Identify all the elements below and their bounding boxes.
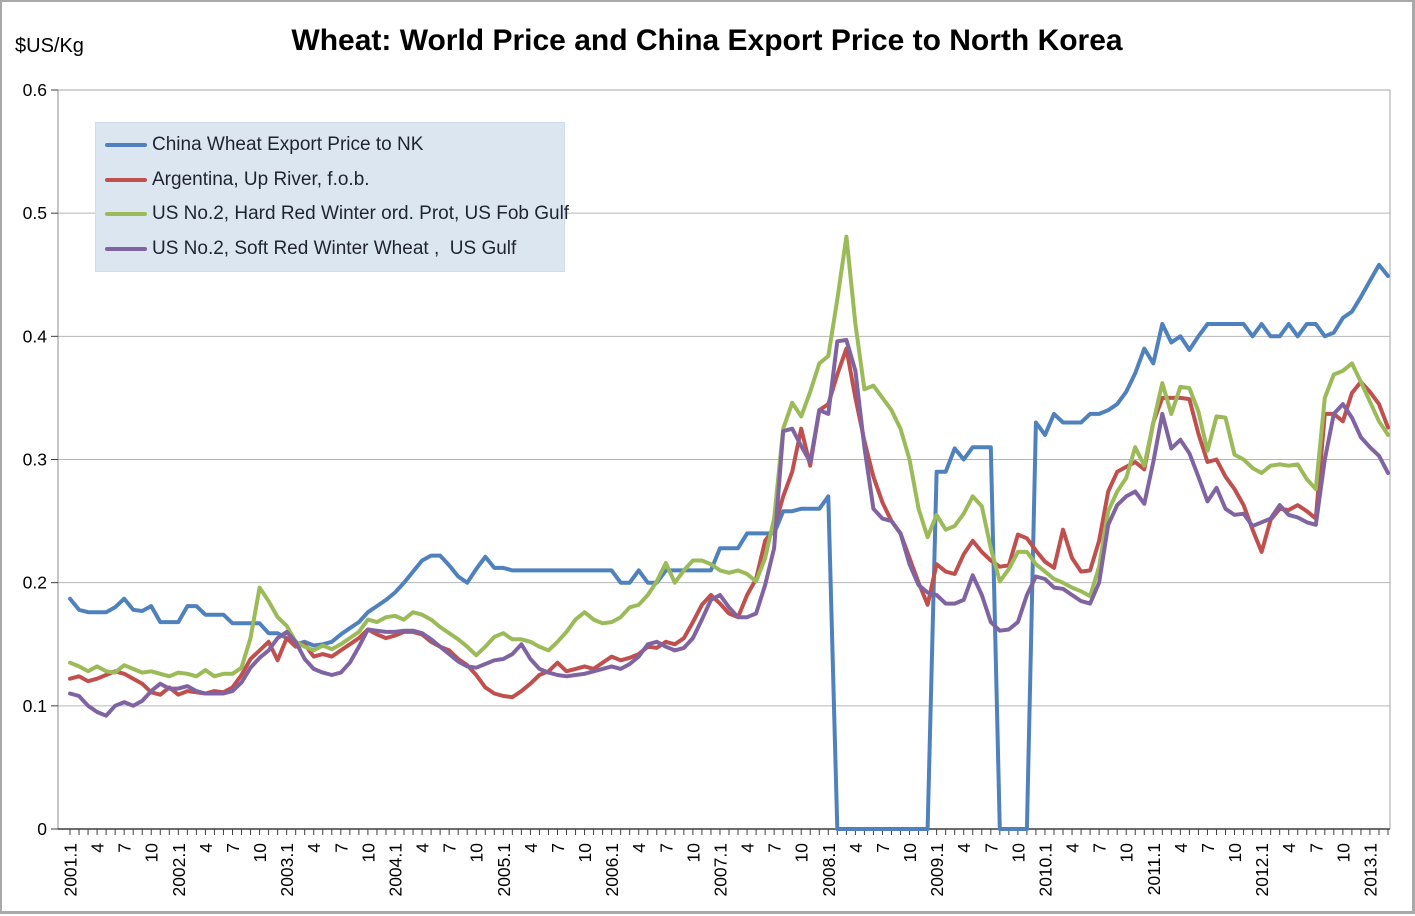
svg-text:10: 10 xyxy=(900,843,920,863)
svg-text:7: 7 xyxy=(440,843,460,853)
svg-text:7: 7 xyxy=(981,843,1001,853)
svg-text:4: 4 xyxy=(413,843,433,853)
svg-text:2008.1: 2008.1 xyxy=(819,843,839,897)
svg-text:10: 10 xyxy=(1333,843,1353,863)
svg-text:0.6: 0.6 xyxy=(23,80,47,100)
svg-text:7: 7 xyxy=(873,843,893,853)
svg-text:4: 4 xyxy=(304,843,324,853)
legend: China Wheat Export Price to NK Argentina… xyxy=(95,122,569,272)
svg-text:10: 10 xyxy=(683,843,703,863)
svg-text:10: 10 xyxy=(792,843,812,863)
svg-text:10: 10 xyxy=(142,843,162,863)
svg-text:7: 7 xyxy=(223,843,243,853)
svg-text:10: 10 xyxy=(1225,843,1245,863)
svg-text:2013.1: 2013.1 xyxy=(1360,843,1380,897)
chart-title: Wheat: World Price and China Export Pric… xyxy=(291,24,1123,57)
svg-text:2002.1: 2002.1 xyxy=(169,843,189,897)
svg-text:4: 4 xyxy=(738,843,758,853)
svg-text:10: 10 xyxy=(1008,843,1028,863)
series-line-swatch-icon xyxy=(105,177,147,182)
svg-text:7: 7 xyxy=(331,843,351,853)
svg-text:4: 4 xyxy=(954,843,974,853)
svg-text:7: 7 xyxy=(1198,843,1218,853)
svg-text:4: 4 xyxy=(1279,843,1299,853)
svg-text:10: 10 xyxy=(358,843,378,863)
series-line-swatch-icon xyxy=(105,143,147,148)
legend-item-hrw: US No.2, Hard Red Winter ord. Prot, US F… xyxy=(105,203,569,225)
legend-label: US No.2, Hard Red Winter ord. Prot, US F… xyxy=(152,203,570,225)
svg-text:2010.1: 2010.1 xyxy=(1035,843,1055,897)
svg-text:7: 7 xyxy=(765,843,785,853)
y-axis-unit-label: $US/Kg xyxy=(15,35,84,57)
svg-text:4: 4 xyxy=(629,843,649,853)
svg-text:7: 7 xyxy=(656,843,676,853)
svg-text:4: 4 xyxy=(1063,843,1083,853)
svg-text:7: 7 xyxy=(548,843,568,853)
series-line-swatch-icon xyxy=(105,246,147,251)
svg-text:10: 10 xyxy=(1117,843,1137,863)
svg-text:4: 4 xyxy=(521,843,541,853)
legend-label: US No.2, Soft Red Winter Wheat , US Gulf xyxy=(152,237,517,259)
svg-text:2004.1: 2004.1 xyxy=(385,843,405,897)
svg-text:10: 10 xyxy=(467,843,487,863)
svg-text:0: 0 xyxy=(37,819,47,839)
svg-text:4: 4 xyxy=(88,843,108,853)
svg-text:2005.1: 2005.1 xyxy=(494,843,514,897)
svg-text:2001.1: 2001.1 xyxy=(61,843,81,897)
svg-text:4: 4 xyxy=(196,843,216,853)
svg-text:4: 4 xyxy=(846,843,866,853)
legend-label: Argentina, Up River, f.o.b. xyxy=(152,168,370,190)
svg-text:10: 10 xyxy=(575,843,595,863)
svg-text:2012.1: 2012.1 xyxy=(1252,843,1272,897)
svg-text:2007.1: 2007.1 xyxy=(710,843,730,897)
legend-item-china: China Wheat Export Price to NK xyxy=(105,134,560,156)
legend-item-argentina: Argentina, Up River, f.o.b. xyxy=(105,169,560,191)
svg-text:2009.1: 2009.1 xyxy=(927,843,947,897)
legend-item-srw: US No.2, Soft Red Winter Wheat , US Gulf xyxy=(105,238,560,260)
svg-text:0.4: 0.4 xyxy=(23,326,48,346)
svg-text:0.1: 0.1 xyxy=(23,696,47,716)
svg-text:2003.1: 2003.1 xyxy=(277,843,297,897)
svg-text:7: 7 xyxy=(1306,843,1326,853)
svg-text:7: 7 xyxy=(1090,843,1110,853)
svg-text:0.2: 0.2 xyxy=(23,573,47,593)
svg-text:7: 7 xyxy=(115,843,135,853)
svg-text:0.3: 0.3 xyxy=(23,450,47,470)
series-line-swatch-icon xyxy=(105,212,147,217)
svg-text:4: 4 xyxy=(1171,843,1191,853)
svg-text:10: 10 xyxy=(250,843,270,863)
svg-text:2011.1: 2011.1 xyxy=(1144,843,1164,895)
svg-text:0.5: 0.5 xyxy=(23,203,47,223)
svg-text:2006.1: 2006.1 xyxy=(602,843,622,897)
legend-label: China Wheat Export Price to NK xyxy=(152,134,424,156)
